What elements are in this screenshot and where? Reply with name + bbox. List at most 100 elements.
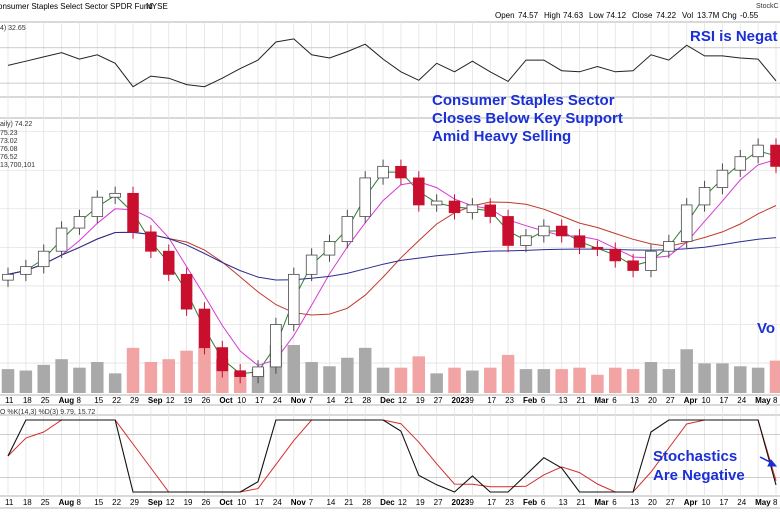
volume-bar <box>555 369 568 393</box>
x-tick-label: 19 <box>416 396 425 405</box>
candle-body <box>698 187 711 206</box>
candle-body <box>716 169 729 188</box>
candle-body <box>162 250 175 275</box>
candle-body <box>127 192 139 233</box>
open-value: 74.57 <box>518 11 539 20</box>
x-tick-label: 25 <box>41 396 50 405</box>
stoch-annotation-1: Stochastics <box>653 448 737 465</box>
watermark: StockC <box>756 3 779 10</box>
candle-body <box>752 144 764 158</box>
x-tick-label: Sep <box>148 498 163 507</box>
low-value: 74.12 <box>606 11 627 20</box>
x-tick-label: 10 <box>702 498 711 507</box>
candle-body <box>288 273 300 325</box>
x-tick-label: 14 <box>326 396 335 405</box>
x-tick-label: 10 <box>237 498 246 507</box>
volume-bar <box>55 359 68 393</box>
candle-body <box>109 192 121 198</box>
price-label: aily) 74.22 <box>0 121 32 128</box>
volume-bar <box>108 373 122 393</box>
x-tick-label: Aug <box>59 396 75 405</box>
volume-bar <box>466 370 479 393</box>
close-value: 74.22 <box>656 11 677 20</box>
volume-bar <box>573 367 586 393</box>
x-tick-label: 28 <box>362 498 371 507</box>
candle-body <box>484 204 496 217</box>
volume-bar <box>609 367 622 393</box>
candle-body <box>413 177 425 206</box>
candle-body <box>341 216 354 242</box>
volume-bar <box>769 360 780 393</box>
stoch-label: O %K(14,3) %D(3) 9.79, 15.72 <box>0 409 95 416</box>
candle-body <box>252 366 264 377</box>
volume-bar <box>37 364 50 393</box>
volume-annotation: Vo <box>757 320 775 337</box>
x-tick-label: 6 <box>541 498 546 507</box>
vol-value: 13.7M <box>697 11 720 20</box>
volume-bar <box>483 367 497 393</box>
candle-body <box>198 308 211 349</box>
stoch-arrow <box>759 456 778 467</box>
candle-body <box>55 227 68 252</box>
x-tick-label: 24 <box>737 396 746 405</box>
x-tick-label: 7 <box>309 396 314 405</box>
chg-value: -0.55 <box>740 11 759 20</box>
x-tick-label: 24 <box>273 498 282 507</box>
candle-body <box>234 370 246 377</box>
x-tick-label: 14 <box>326 498 335 507</box>
candle-body <box>555 225 568 237</box>
x-tick-label: 2023 <box>452 498 470 507</box>
x-tick-label: 13 <box>630 498 639 507</box>
candle-body <box>37 250 50 268</box>
volume-value: 13,700,101 <box>0 162 35 169</box>
x-tick-label: 8 <box>76 498 81 507</box>
volume-bar <box>519 369 533 393</box>
rsi-label: 4) 32.65 <box>0 25 26 32</box>
x-tick-label: Mar <box>594 396 608 405</box>
high-value: 74.63 <box>563 11 584 20</box>
x-tick-label: 20 <box>648 498 657 507</box>
candle-body <box>466 204 479 214</box>
volume-bar <box>591 374 604 393</box>
volume-bar <box>358 347 372 393</box>
x-tick-label: 17 <box>487 498 496 507</box>
x-tick-label: 6 <box>541 396 546 405</box>
candle-body <box>430 200 443 206</box>
x-tick-label: 17 <box>487 396 496 405</box>
x-tick-label: 10 <box>702 396 711 405</box>
candle-body <box>395 165 407 179</box>
candle-body <box>2 273 14 281</box>
x-tick-label: 25 <box>41 498 50 507</box>
volume-bar <box>126 347 140 393</box>
candle-body <box>645 250 657 271</box>
x-tick-label: 21 <box>344 498 353 507</box>
x-tick-label: 10 <box>237 396 246 405</box>
volume-bar <box>144 362 158 393</box>
volume-bar <box>73 367 86 393</box>
volume-bar <box>180 350 193 393</box>
x-tick-label: 23 <box>505 396 514 405</box>
vol-label: Vol <box>682 11 693 20</box>
stoch-d-line <box>7 419 777 493</box>
volume-bar <box>162 359 175 393</box>
stoch-k-line <box>7 419 777 493</box>
x-tick-label: 24 <box>737 498 746 507</box>
candle-body <box>573 235 586 248</box>
exchange-label: NYSE <box>146 2 168 11</box>
x-tick-label: Nov <box>291 498 307 507</box>
volume-bar <box>751 367 765 393</box>
x-tick-label: May <box>755 498 771 507</box>
candle-body <box>91 196 104 217</box>
ma-value-3: 76.08 <box>0 146 18 153</box>
x-tick-label: 15 <box>94 396 103 405</box>
volume-bar <box>287 345 301 393</box>
x-tick-label: 8 <box>76 396 81 405</box>
candle-body <box>359 177 371 217</box>
candle-body <box>377 165 389 179</box>
x-tick-label: 21 <box>344 396 353 405</box>
candle-body <box>20 266 32 275</box>
x-tick-label: 26 <box>201 498 210 507</box>
volume-bar <box>341 357 354 393</box>
candle-body <box>305 254 318 275</box>
